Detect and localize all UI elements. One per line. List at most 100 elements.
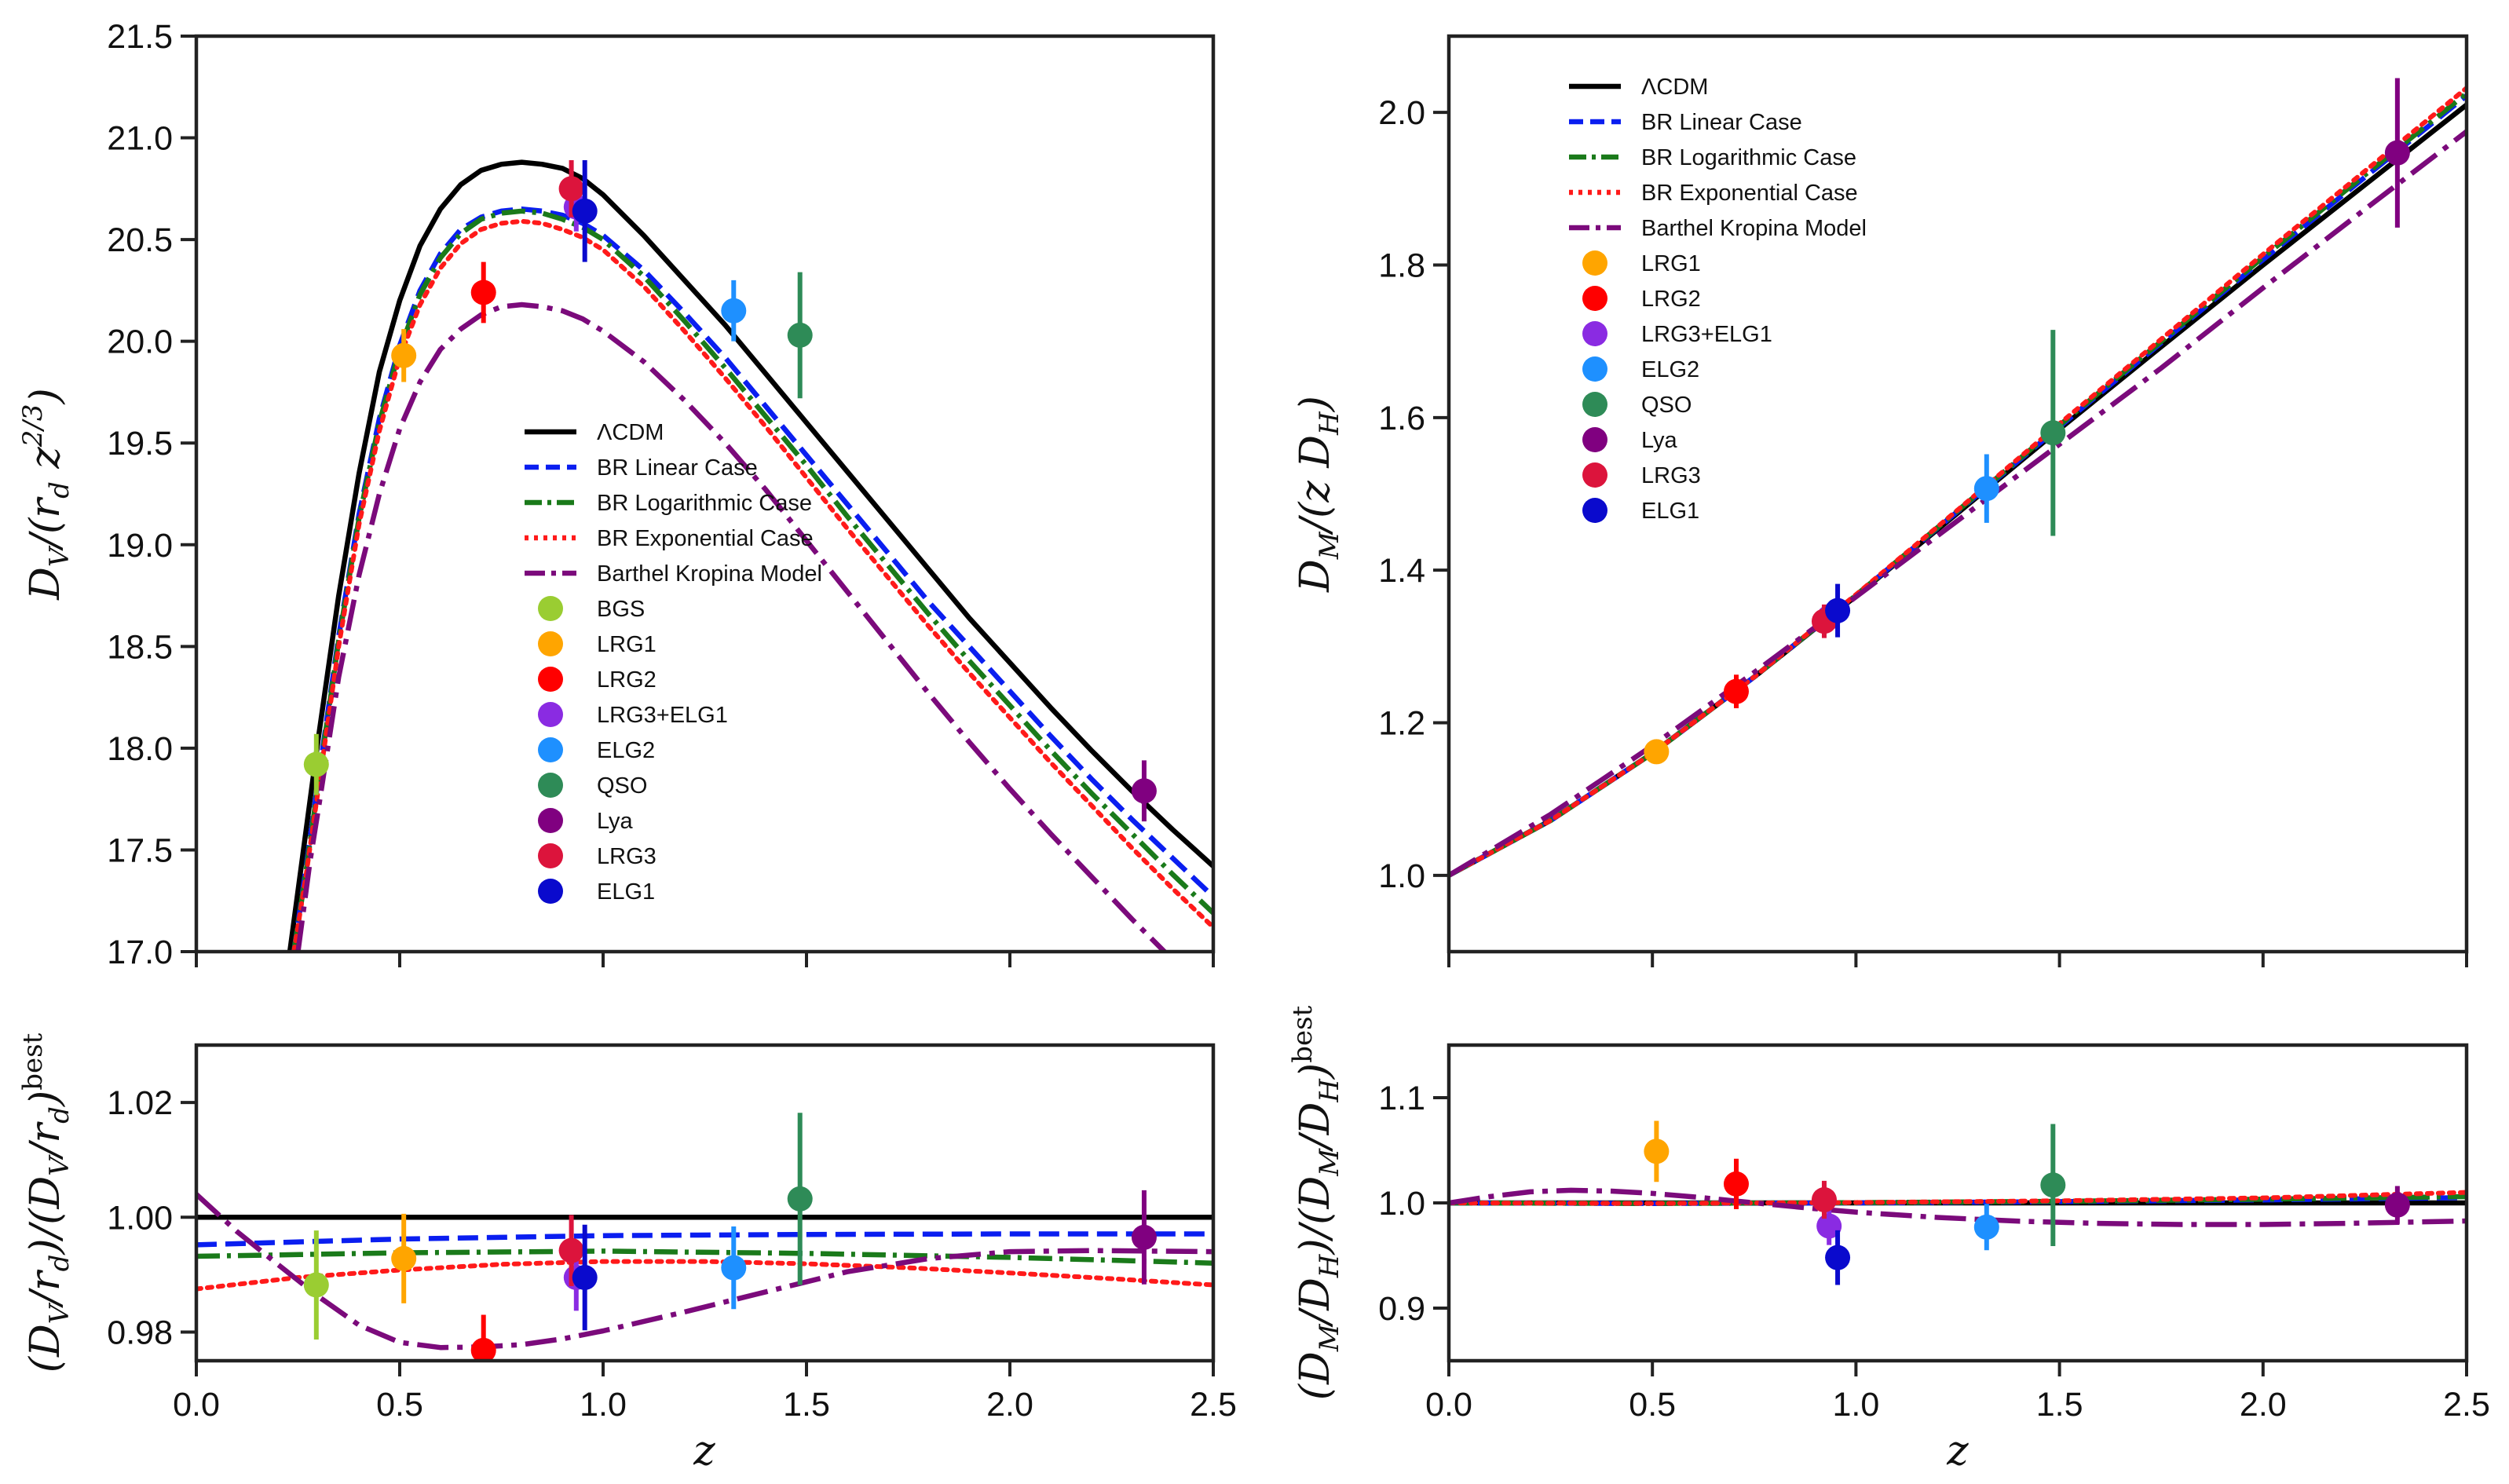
y-tick-label: 18.0 [107, 730, 173, 768]
data-point-elg1 [572, 198, 598, 224]
series-group [287, 159, 1213, 952]
legend-label: ELG1 [597, 879, 655, 905]
data-point-lrg2 [470, 280, 496, 305]
panel-bottom_left: 0.0 0.5 1.0 1.5 2.0 2.5 0.98 1.00 1.02 (DV/rd)/(D… [17, 1033, 1237, 1475]
legend-label: BR Linear Case [1641, 110, 1802, 135]
data-point-lrg2 [1723, 678, 1749, 704]
data-point-elg1 [572, 1265, 598, 1291]
x-tick-label: 2.5 [1190, 1386, 1237, 1424]
y-tick-label: 21.0 [107, 120, 173, 158]
y-tick-label: 1.2 [1378, 705, 1425, 743]
axis-label: DM/(z DH) [1292, 396, 1345, 593]
data-point-elg2 [1973, 1214, 1999, 1240]
y-tick-label: 21.5 [107, 18, 173, 56]
y-tick-label: 1.1 [1378, 1080, 1425, 1117]
legend-marker-swatch [1582, 462, 1607, 488]
data-point-lya [1131, 778, 1157, 804]
panel-top_left: 17.0 17.5 18.0 18.5 19.0 19.5 20.0 20.5 21.0 21.5… [17, 18, 1216, 971]
y-tick-label: 1.4 [1378, 552, 1425, 590]
legend-marker-swatch [1582, 321, 1607, 346]
series-line-br-exponential-case [1449, 86, 2467, 878]
y-tick-label: 17.5 [107, 832, 173, 869]
y-tick-label: 18.5 [107, 628, 173, 666]
x-tick-label: 2.0 [2240, 1386, 2287, 1424]
legend-marker-swatch [1582, 250, 1607, 276]
legend-label: LRG3+ELG1 [1641, 322, 1772, 347]
axis-label: DV/(rd z2/3) [17, 388, 75, 601]
x-tick-label: 0.0 [173, 1386, 220, 1424]
data-point-qso [787, 1186, 813, 1212]
data-point-qso [2040, 420, 2066, 446]
legend-label: Barthel Kropina Model [1641, 216, 1867, 241]
legend-marker-swatch [538, 737, 563, 762]
data-point-lrg2 [470, 1337, 496, 1361]
legend-label: BGS [597, 597, 645, 622]
data-point-elg2 [1973, 476, 1999, 502]
x-tick-label: 0.0 [1425, 1386, 1472, 1424]
plot-frame [194, 34, 1216, 954]
series-line-br-exponential-case [196, 1259, 1213, 1292]
x-tick-label: 2.5 [2443, 1386, 2490, 1424]
panel-top_right: 1.0 1.2 1.4 1.6 1.8 2.0 DM/(z DH) ΛCDM BR Linear… [1292, 34, 2469, 967]
data-point-lya [2384, 1192, 2410, 1218]
legend-marker-swatch [1582, 392, 1607, 417]
data-point-qso [2040, 1172, 2066, 1198]
x-tick-label: 1.0 [580, 1386, 627, 1424]
legend-label: LRG2 [1641, 287, 1701, 312]
data-point-lrg1 [391, 1245, 417, 1271]
data-point-lrg2 [1723, 1171, 1749, 1197]
legend-marker-swatch [1582, 427, 1607, 452]
axis-label: (DM/DH)/(DM/DH)best [1287, 1005, 1345, 1400]
x-tick-label: 1.5 [2036, 1386, 2083, 1424]
data-point-elg1 [1825, 1245, 1851, 1270]
points-group [303, 1113, 1157, 1361]
data-point-elg2 [721, 298, 747, 323]
legend-label: ΛCDM [1641, 75, 1708, 100]
x-tick-label: 2.0 [986, 1386, 1033, 1424]
series-line-br-exponential-case [291, 218, 1213, 952]
legend-label: ELG2 [1641, 357, 1699, 382]
x-tick-label: 1.5 [783, 1386, 830, 1424]
data-point-bgs [303, 1272, 329, 1298]
y-tick-label: 1.6 [1378, 400, 1425, 437]
legend-label: BR Logarithmic Case [1641, 145, 1856, 170]
series-line-br-logarithmic-case [291, 208, 1213, 952]
plot-frame [194, 1043, 1216, 1363]
y-tick-label: 1.0 [1378, 857, 1425, 895]
legend-label: ELG2 [597, 738, 655, 763]
y-tick-label: 19.0 [107, 527, 173, 565]
points-group [303, 160, 1157, 822]
data-point-bgs [303, 751, 329, 777]
data-point-lya [1131, 1224, 1157, 1250]
series-line-barthel-kropina-model [295, 302, 1169, 952]
legend-label: LRG3 [597, 844, 657, 869]
y-tick-label: 1.0 [1378, 1185, 1425, 1223]
legend-marker-swatch [538, 879, 563, 904]
y-tick-label: 1.00 [107, 1199, 173, 1237]
legend-marker-swatch [1582, 498, 1607, 523]
data-point-lrg3 [558, 1237, 584, 1263]
series-group [1449, 86, 2467, 878]
points-group [1644, 1120, 2410, 1285]
legend-marker-swatch [1582, 286, 1607, 311]
data-point-lya [2384, 140, 2410, 166]
legend-label: LRG3 [1641, 463, 1701, 488]
series-line-br-linear-case [196, 1231, 1213, 1248]
legend: ΛCDM BR Linear Case BR Logarithmic Case BR … [1569, 75, 1867, 524]
y-tick-label: 17.0 [107, 934, 173, 971]
data-point-lrg3 [1811, 1186, 1837, 1212]
data-point-lrg1 [1644, 1139, 1670, 1164]
y-tick-label: 0.98 [107, 1314, 173, 1351]
legend-label: LRG1 [1641, 251, 1701, 276]
y-tick-label: 0.9 [1378, 1290, 1425, 1328]
axis-label: (DV/rd)/(DV/rd)best [17, 1033, 75, 1373]
series-line-br-exponential-case [1449, 1190, 2467, 1206]
y-tick-label: 2.0 [1378, 94, 1425, 132]
x-tick-label: 0.5 [376, 1386, 423, 1424]
y-tick-label: 20.0 [107, 323, 173, 361]
legend-label: Lya [597, 809, 634, 834]
x-tick-label: 1.0 [1833, 1386, 1880, 1424]
series-group [196, 1192, 1213, 1351]
legend-label: BR Exponential Case [1641, 181, 1858, 206]
legend-label: Lya [1641, 428, 1678, 453]
